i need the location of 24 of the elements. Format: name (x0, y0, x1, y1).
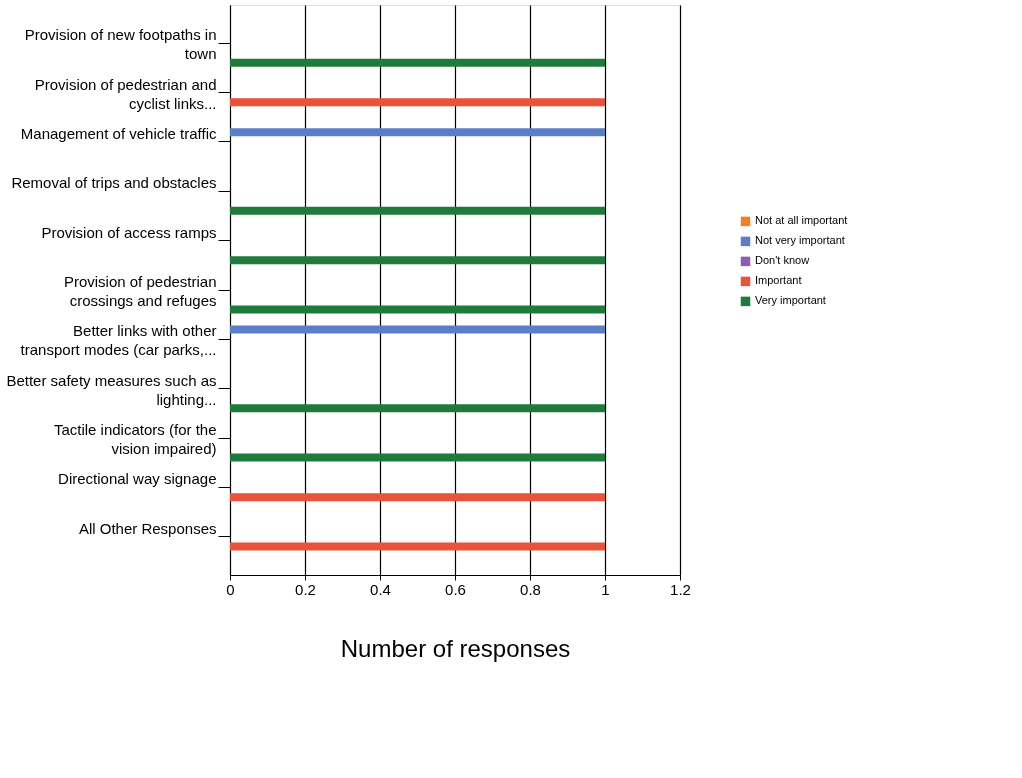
legend-label: Very important (755, 294, 826, 307)
y-tick-label: Better safety measures such as lighting... (6, 371, 217, 408)
legend-label: Important (755, 274, 802, 287)
y-tick-label: Provision of access ramps (41, 223, 217, 241)
x-tick-label: 0.6 (445, 580, 466, 598)
y-tick-label: Removal of trips and obstacles (11, 174, 217, 192)
x-tick-label: 0 (226, 580, 235, 598)
x-tick-label: 1.2 (670, 580, 691, 598)
y-tick-label: Tactile indicators (for the vision impaired) (53, 421, 217, 458)
y-tick-label: Provision of new footpaths in town (24, 26, 217, 63)
y-tick-label: Provision of pedestrian and cyclist links... (34, 75, 217, 112)
y-tick-label: Provision of pedestrian crossings and refuges (63, 273, 217, 309)
x-tick-label: 0.8 (520, 580, 541, 598)
legend-label: Don't know (755, 254, 810, 267)
x-tick-label: 1 (601, 580, 610, 598)
x-axis-title: Number of responses (340, 634, 571, 662)
y-tick-label: Directional way signage (58, 470, 217, 488)
x-tick-label: 0.2 (295, 580, 316, 598)
legend-label: Not very important (755, 234, 845, 247)
legend-label: Not at all important (755, 214, 848, 227)
y-tick-label: All Other Responses (78, 519, 217, 537)
x-tick-label: 0.4 (370, 580, 391, 598)
y-tick-label: Better links with other transport modes (car parks,... (20, 322, 217, 359)
y-tick-label: Management of vehicle traffic (20, 124, 217, 142)
